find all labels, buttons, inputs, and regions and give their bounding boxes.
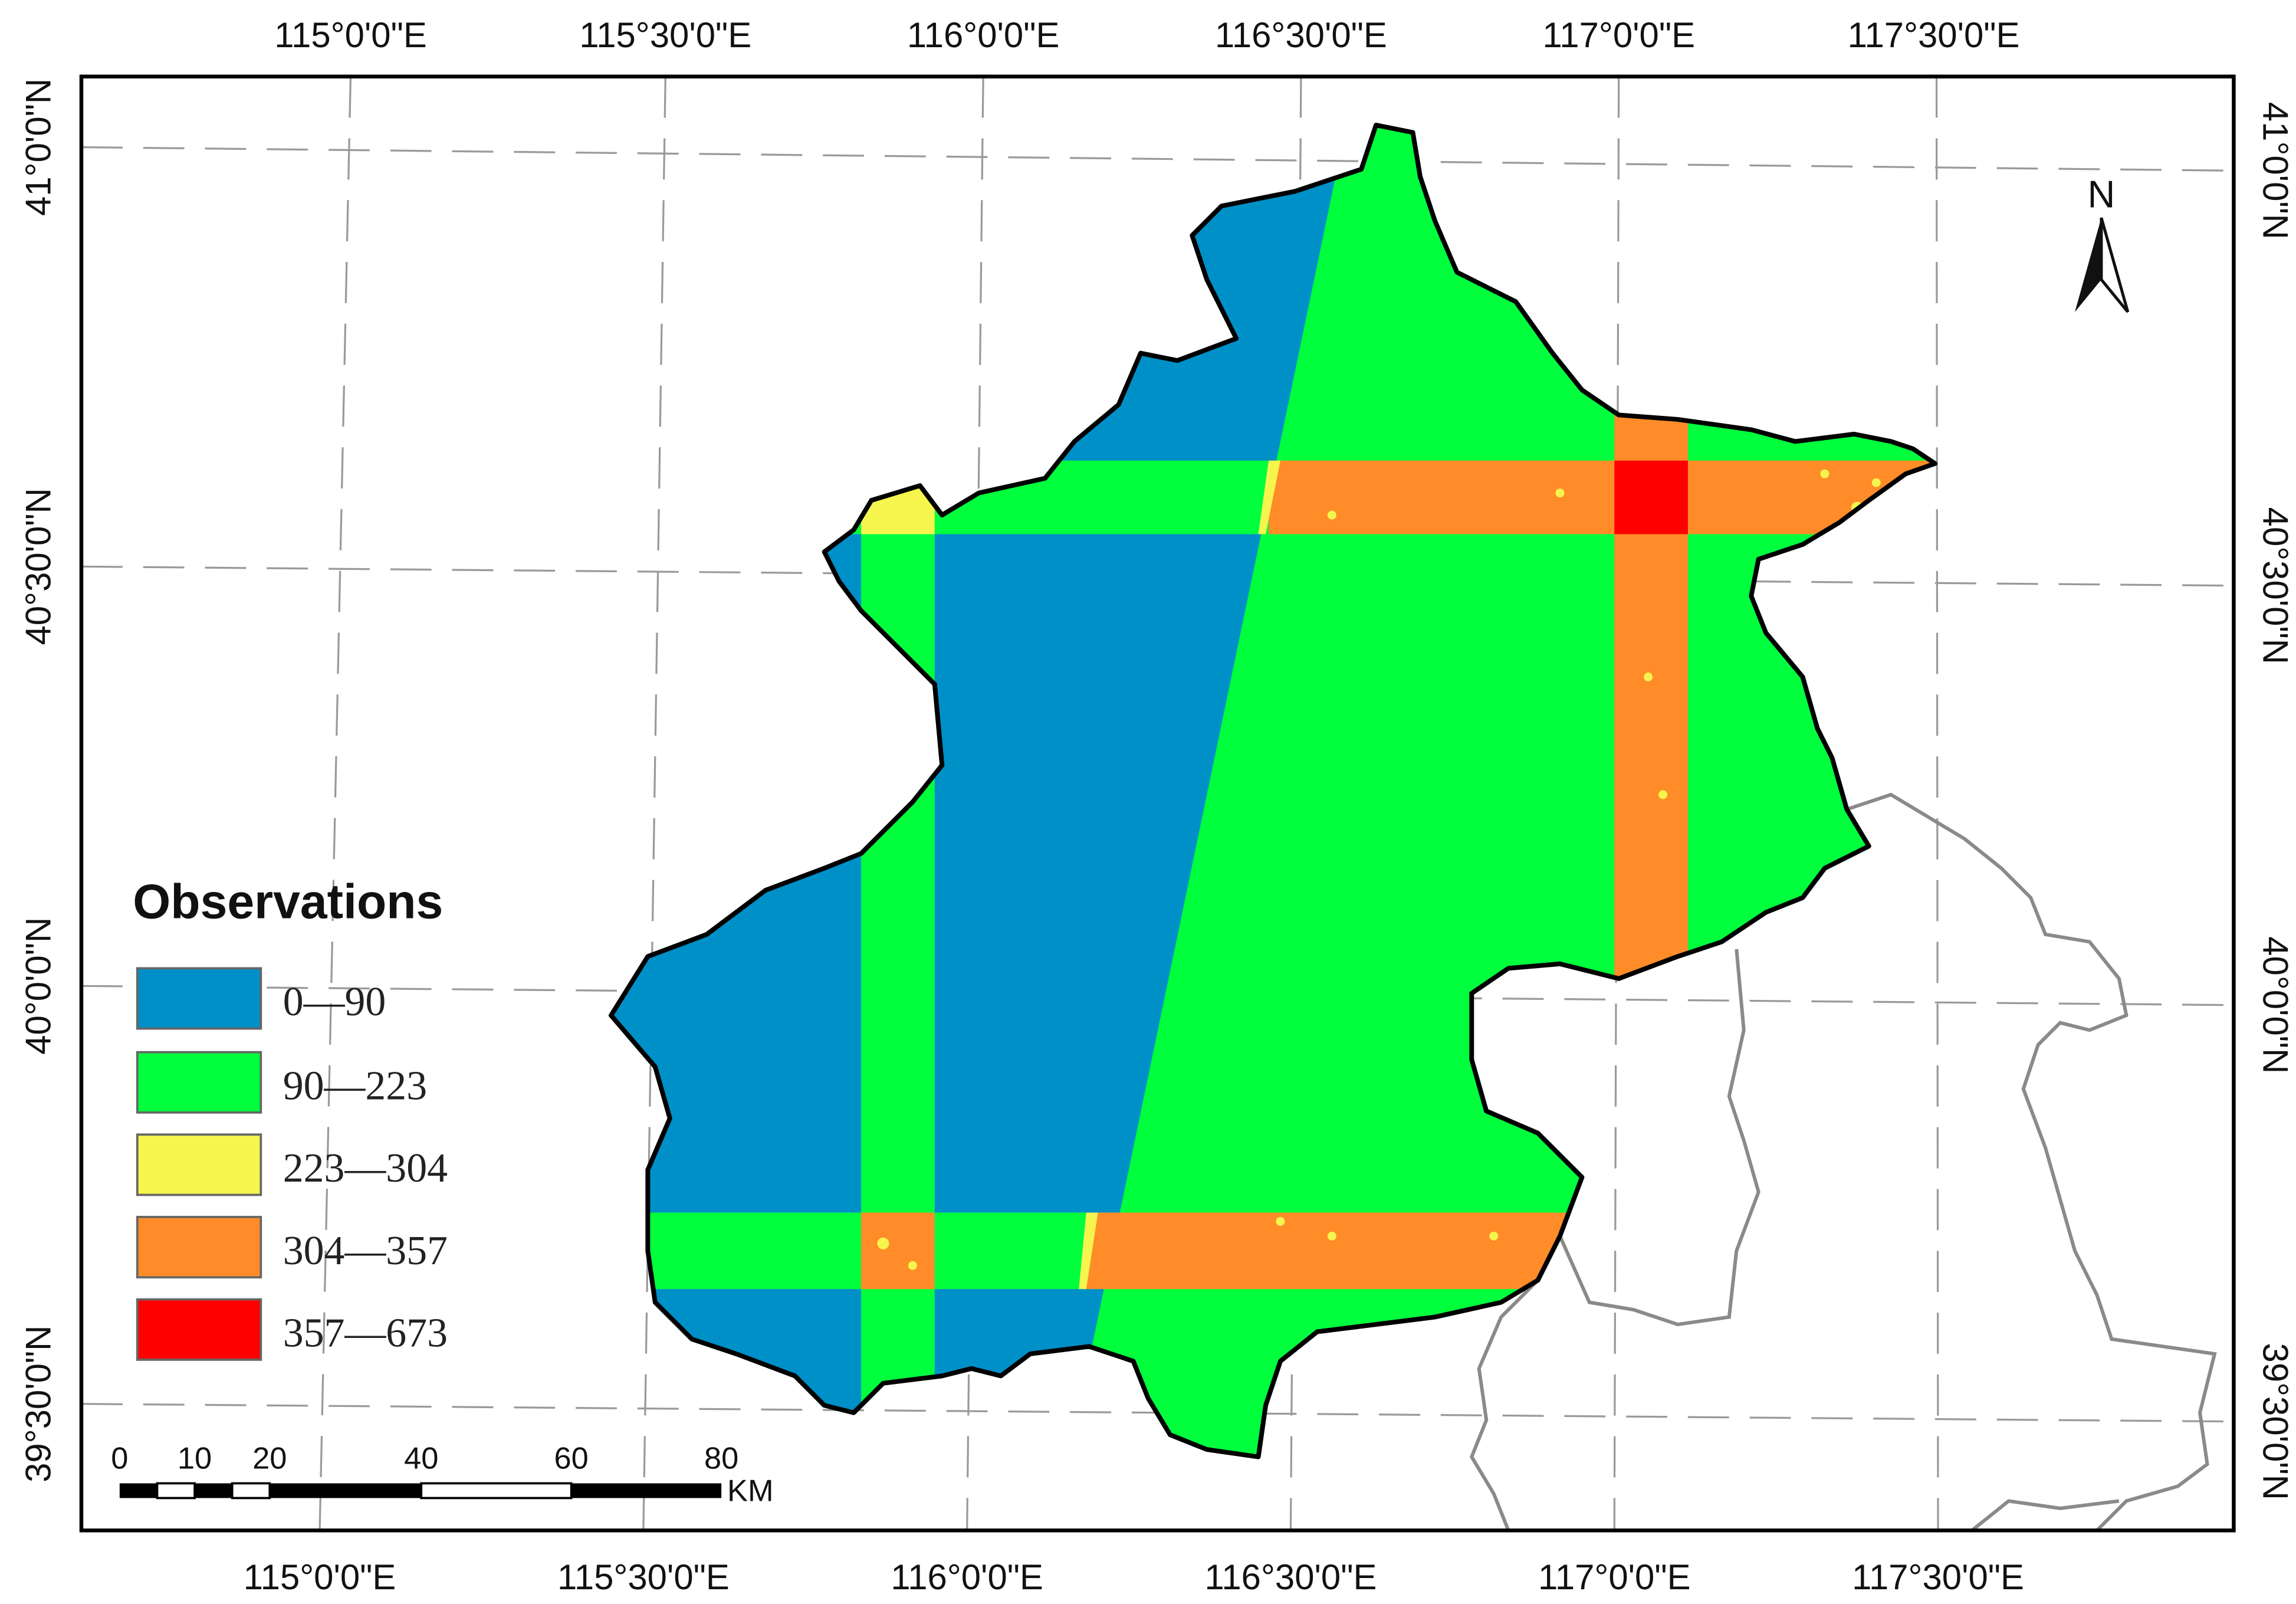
legend-swatch-0-90 (136, 967, 262, 1030)
observation-raster (611, 125, 1936, 1457)
legend-swatch-304-357 (136, 1216, 262, 1279)
speckle (1644, 672, 1653, 681)
left-latitude-labels: 41°0'0"N 40°30'0"N 40°0'0"N 39°30'0"N (19, 78, 58, 1482)
scale-tick-label: 10 (178, 1442, 212, 1476)
lon-label-bottom: 115°0'0"E (244, 1557, 396, 1597)
north-arrow-right-half (2100, 217, 2130, 313)
speckle (1276, 1216, 1285, 1226)
legend-swatch-90-223 (136, 1051, 262, 1114)
neighbor-boundary-south (1469, 1279, 1539, 1531)
lon-label-top: 116°30'0"E (1215, 15, 1387, 55)
legend-item: 223—304 (136, 1133, 448, 1196)
speckle (1658, 790, 1668, 799)
legend: Observations 0—90 90—223 223—304 304—357… (133, 875, 448, 1361)
scale-tick-label: 60 (554, 1442, 589, 1476)
speckle-diagonal-south (1079, 1212, 1098, 1290)
speckle (1871, 478, 1881, 487)
legend-item: 90—223 (136, 1051, 427, 1114)
legend-swatch-223-304 (136, 1133, 262, 1196)
scale-segment (571, 1483, 722, 1498)
lon-label-top: 115°0'0"E (274, 15, 427, 55)
legend-title: Observations (133, 875, 443, 929)
speckle (1555, 488, 1565, 498)
class-223-304-northwest (861, 460, 935, 534)
lon-label-top: 117°0'0"E (1542, 15, 1695, 55)
lat-label-right: 41°0'0"N (2255, 102, 2295, 240)
graticule-lat-41 (81, 146, 2234, 172)
lat-label-right: 39°30'0"N (2255, 1343, 2295, 1500)
right-latitude-labels: 41°0'0"N 40°30'0"N 40°0'0"N 39°30'0"N (2255, 102, 2295, 1500)
neighbor-boundary-hebei (1558, 949, 1760, 1327)
speckle (1327, 1231, 1336, 1241)
scale-tick-label: 0 (111, 1442, 128, 1476)
speckle (1820, 469, 1829, 478)
scale-segment (195, 1483, 232, 1498)
legend-item: 0—90 (136, 967, 386, 1030)
neighbor-boundary-tianjin (1846, 792, 2217, 1532)
class-304-357-south-east (1086, 1212, 1616, 1290)
lon-label-top: 116°0'0"E (907, 15, 1060, 55)
neighbor-boundaries (1469, 792, 2217, 1532)
neighbor-boundary-southeast (1970, 1499, 2120, 1532)
graticule-lon-117-30 (1935, 76, 1939, 1531)
speckle (1489, 1231, 1499, 1241)
scale-bar: 0 10 20 40 60 80 KM (111, 1442, 773, 1508)
legend-label: 90—223 (283, 1063, 427, 1108)
graticule-lon-115-0 (318, 76, 352, 1531)
scale-segment (231, 1482, 271, 1500)
lon-label-top: 115°30'0"E (579, 15, 751, 55)
bottom-longitude-labels: 115°0'0"E 115°30'0"E 116°0'0"E 116°30'0"… (244, 1557, 2024, 1597)
lat-label-left: 39°30'0"N (19, 1326, 58, 1482)
scale-segment (420, 1482, 573, 1500)
speckle (1327, 510, 1336, 520)
lon-label-bottom: 117°30'0"E (1852, 1557, 2024, 1597)
scale-tick-label: 40 (404, 1442, 438, 1476)
lat-label-left: 40°30'0"N (19, 488, 58, 645)
scale-segment (119, 1483, 157, 1498)
legend-item: 304—357 (136, 1216, 448, 1279)
scale-tick-label: 80 (704, 1442, 738, 1476)
legend-label: 0—90 (283, 979, 386, 1025)
class-223-304-speckles (877, 460, 1881, 1290)
legend-label: 223—304 (283, 1146, 448, 1191)
lon-label-top: 117°30'0"E (1848, 15, 2020, 55)
lat-label-right: 40°30'0"N (2255, 507, 2295, 664)
beijing-boundary (609, 123, 1938, 1459)
lon-label-bottom: 116°30'0"E (1205, 1557, 1377, 1597)
north-label: N (2088, 173, 2116, 216)
speckle (908, 1261, 917, 1270)
scale-unit: KM (727, 1474, 774, 1508)
legend-swatch-357-673 (136, 1298, 262, 1361)
scale-segment (156, 1482, 196, 1500)
lon-label-bottom: 117°0'0"E (1538, 1557, 1691, 1597)
lon-label-bottom: 116°0'0"E (891, 1557, 1043, 1597)
graticule-lon-117-0 (1613, 76, 1620, 1531)
legend-label: 304—357 (283, 1228, 448, 1274)
legend-label: 357—673 (283, 1310, 448, 1356)
speckle-diagonal-north (1258, 460, 1281, 534)
graticule-lon-115-30 (642, 76, 666, 1531)
class-304-357-south-west (861, 1212, 935, 1290)
north-arrow-icon: N (2075, 173, 2130, 313)
legend-item: 357—673 (136, 1298, 448, 1361)
scale-segment (270, 1483, 422, 1498)
class-357-673-peak (1614, 460, 1688, 534)
lat-label-left: 41°0'0"N (19, 78, 58, 216)
north-arrow-left-half (2075, 218, 2101, 312)
lon-label-bottom: 115°30'0"E (557, 1557, 730, 1597)
lat-label-right: 40°0'0"N (2255, 936, 2295, 1074)
speckle (877, 1237, 889, 1249)
map-frame (79, 74, 2236, 1533)
scale-tick-label: 20 (252, 1442, 287, 1476)
top-longitude-labels: 115°0'0"E 115°30'0"E 116°0'0"E 116°30'0"… (274, 15, 2019, 55)
lat-label-left: 40°0'0"N (19, 917, 58, 1055)
